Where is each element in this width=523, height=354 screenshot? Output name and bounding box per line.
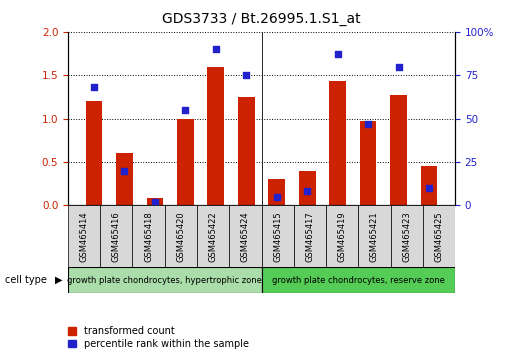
Point — [364, 121, 372, 127]
Text: GSM465425: GSM465425 — [435, 211, 444, 262]
Bar — [68, 205, 100, 267]
Text: GSM465424: GSM465424 — [241, 211, 250, 262]
Bar — [360, 121, 377, 205]
Text: cell type: cell type — [5, 275, 47, 285]
Text: GSM465423: GSM465423 — [402, 211, 411, 262]
Bar — [100, 205, 132, 267]
Point — [303, 189, 311, 194]
Bar — [262, 205, 294, 267]
Point — [120, 168, 129, 173]
Text: growth plate chondrocytes, hypertrophic zone: growth plate chondrocytes, hypertrophic … — [67, 275, 262, 285]
Bar — [420, 166, 437, 205]
Bar — [294, 205, 326, 267]
Text: GSM465419: GSM465419 — [338, 211, 347, 262]
Bar — [86, 101, 103, 205]
Legend: transformed count, percentile rank within the sample: transformed count, percentile rank withi… — [67, 326, 249, 349]
Point — [425, 185, 433, 191]
Bar — [197, 205, 229, 267]
Text: GSM465418: GSM465418 — [144, 211, 153, 262]
Text: GSM465421: GSM465421 — [370, 211, 379, 262]
Text: growth plate chondrocytes, reserve zone: growth plate chondrocytes, reserve zone — [272, 275, 445, 285]
Text: GSM465414: GSM465414 — [79, 211, 88, 262]
Bar — [116, 153, 133, 205]
Point — [90, 85, 98, 90]
Bar — [390, 95, 407, 205]
Text: GSM465422: GSM465422 — [209, 211, 218, 262]
Bar — [238, 97, 255, 205]
Text: GSM465416: GSM465416 — [112, 211, 121, 262]
Point — [394, 64, 403, 69]
Point — [272, 194, 281, 200]
Text: GSM465420: GSM465420 — [176, 211, 185, 262]
Point — [212, 46, 220, 52]
Bar — [68, 267, 262, 293]
Bar — [391, 205, 423, 267]
Bar — [268, 179, 285, 205]
Bar — [177, 119, 194, 205]
Bar — [299, 171, 315, 205]
Point — [242, 73, 251, 78]
Point — [181, 107, 189, 113]
Text: GSM465417: GSM465417 — [305, 211, 314, 262]
Point — [334, 52, 342, 57]
Bar — [423, 205, 455, 267]
Text: GSM465415: GSM465415 — [273, 211, 282, 262]
Point — [151, 199, 159, 205]
Text: ▶: ▶ — [55, 275, 62, 285]
Bar — [358, 205, 391, 267]
Bar — [208, 67, 224, 205]
Bar — [165, 205, 197, 267]
Text: GDS3733 / Bt.26995.1.S1_at: GDS3733 / Bt.26995.1.S1_at — [162, 12, 361, 27]
Bar — [262, 267, 455, 293]
Bar — [146, 198, 163, 205]
Bar — [326, 205, 358, 267]
Bar — [229, 205, 262, 267]
Bar — [329, 81, 346, 205]
Bar — [132, 205, 165, 267]
